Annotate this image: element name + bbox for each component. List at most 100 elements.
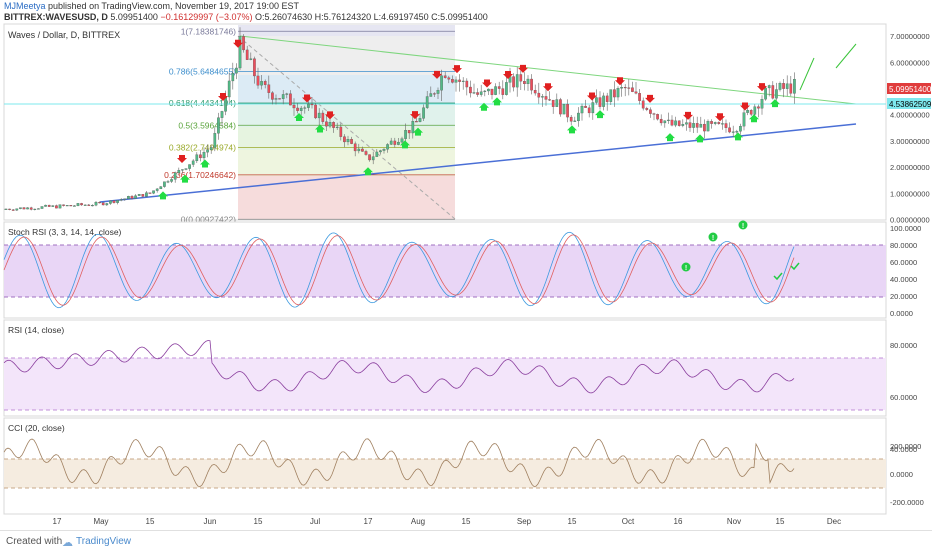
green-trendline[interactable] (239, 35, 857, 105)
candle (231, 73, 235, 82)
candle (692, 123, 695, 128)
sell-arrow-icon (233, 39, 243, 48)
candle (155, 188, 159, 191)
candle (238, 36, 242, 69)
blue-trendline[interactable] (99, 123, 857, 203)
candle (202, 152, 206, 159)
candle (724, 123, 728, 128)
sell-arrow-icon (177, 154, 187, 163)
candle (663, 120, 667, 124)
candle (652, 113, 656, 115)
candle (177, 169, 181, 173)
candle (253, 58, 256, 77)
candle (523, 81, 526, 85)
candle (422, 107, 425, 119)
fib-band-5 (238, 127, 455, 150)
x-tick-label: Aug (411, 517, 425, 526)
candle (325, 121, 328, 127)
candle (656, 114, 659, 120)
candle (544, 96, 548, 100)
candle (245, 49, 249, 60)
brand[interactable]: TradingView (76, 536, 132, 547)
candle (127, 196, 130, 199)
candle (609, 89, 613, 102)
pane-y-tick: 80.0000 (890, 241, 917, 250)
projection-arrow-2 (835, 43, 857, 69)
buy-arrow-icon (158, 191, 168, 200)
author-link[interactable]: MJMeetya (4, 1, 46, 11)
candle (220, 111, 224, 118)
candle (134, 195, 137, 199)
candle (443, 75, 447, 78)
x-tick-label: 15 (776, 517, 785, 526)
candle (526, 78, 530, 85)
main-y-tick: 7.00000000 (890, 32, 930, 41)
candle (451, 79, 454, 83)
candle (235, 67, 238, 74)
x-tick-label: Jul (310, 517, 320, 526)
candle (569, 116, 573, 122)
stoch-d-line (3, 234, 795, 306)
candle (8, 208, 11, 210)
candle (677, 120, 681, 126)
candle (339, 126, 343, 137)
candle (667, 119, 670, 121)
candle (314, 104, 317, 119)
candle (584, 105, 587, 108)
x-tick-label: 17 (364, 517, 373, 526)
candle (465, 80, 469, 88)
cci-band (4, 459, 886, 488)
candle (537, 92, 541, 98)
candle (15, 208, 19, 211)
buy-arrow-icon (665, 133, 675, 142)
candle (101, 202, 105, 206)
candle (487, 88, 490, 92)
candle (541, 96, 544, 98)
candle (533, 90, 537, 94)
sell-arrow-icon (325, 111, 335, 120)
candle (397, 141, 400, 145)
main-legend: Waves / Dollar, D, BITTREX (8, 30, 120, 40)
candle (634, 91, 638, 94)
buy-arrow-icon (413, 127, 423, 136)
candle (479, 91, 483, 95)
alert-dot-glyph: ! (712, 235, 714, 242)
main-y-tick: 6.00000000 (890, 58, 930, 67)
candle (429, 93, 433, 97)
candle (137, 194, 141, 196)
chart-svg[interactable]: 1(7.18381746) 0.786(5.6484655) 0.618(4.443… (0, 0, 932, 530)
candle (116, 200, 119, 203)
candle (375, 151, 379, 157)
sell-arrow-icon (615, 77, 625, 86)
candle (573, 120, 577, 122)
fib-band-2 (238, 36, 455, 75)
sell-arrow-icon (587, 92, 597, 101)
buy-arrow-icon (695, 134, 705, 143)
fib-label-3: 0.5(3.5964584) (178, 120, 236, 130)
candle (173, 172, 177, 180)
candle (289, 93, 292, 106)
candle (577, 112, 580, 122)
candle (728, 127, 731, 133)
candle (476, 92, 479, 95)
candle (530, 78, 533, 91)
candle (299, 107, 303, 111)
candle (764, 87, 767, 100)
sell-arrow-icon (432, 70, 442, 79)
candle (188, 164, 191, 169)
x-axis: 17 May 15 Jun 15 Jul 17 Aug 15 Sep 15 Oct 16 Nov 15 Dec (53, 517, 842, 526)
candle (62, 204, 65, 206)
candle (793, 78, 796, 94)
candle (512, 76, 515, 88)
candle (37, 208, 40, 210)
candle (310, 103, 314, 106)
candle (703, 123, 706, 132)
footer: Created with ☁ TradingView (0, 530, 932, 551)
fib-label-5: 0.236(1.70246642) (164, 170, 236, 180)
rsi-line (3, 340, 795, 394)
candle (641, 100, 645, 109)
buy-arrow-icon (400, 140, 410, 149)
candle (739, 125, 742, 132)
fib-band-4 (238, 104, 455, 127)
stoch-band (4, 245, 886, 297)
